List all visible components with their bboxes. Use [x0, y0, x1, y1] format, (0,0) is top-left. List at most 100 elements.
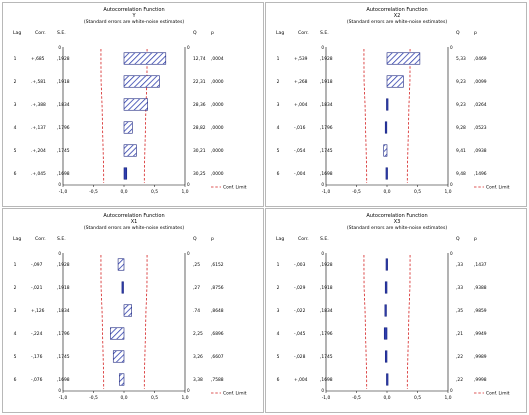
lag-label: 2: [277, 285, 280, 291]
q-value: ,33: [456, 262, 463, 268]
q-value: ,33: [456, 285, 463, 291]
q-value: 3,26: [193, 354, 203, 360]
axis-end-label: 0: [321, 251, 324, 256]
q-value: .74: [193, 308, 200, 314]
p-value: ,6607: [211, 354, 224, 360]
q-value: 5,33: [456, 56, 466, 62]
header-lag: Lag: [276, 30, 284, 36]
axis-end-label: 0: [187, 388, 190, 393]
header-corr: Corr.: [35, 236, 46, 242]
conf-limit-lower: [363, 255, 368, 389]
lag-label: 4: [14, 125, 17, 131]
corr-value: -,004: [294, 171, 306, 177]
se-value: ,1698: [57, 377, 70, 383]
q-value: 9,41: [456, 148, 466, 154]
lag-label: 4: [14, 331, 17, 337]
axis-end-label: 0: [450, 388, 453, 393]
p-value: ,8756: [211, 285, 224, 291]
q-value: 9,28: [456, 125, 466, 131]
x-tick-label: 1,0: [182, 395, 189, 401]
conf-limit-lower: [363, 49, 368, 183]
q-value: 28,82: [193, 125, 206, 131]
p-value: ,6896: [211, 331, 224, 337]
lag-label: 5: [14, 354, 17, 360]
chart-title: Autocorrelation Function: [103, 7, 164, 13]
header-p: p: [474, 31, 477, 36]
header-lag: Lag: [13, 236, 21, 242]
chart-variable: X3: [394, 219, 401, 225]
acf-panel-x2: Autocorrelation Function X2 (Standard erro…: [265, 2, 527, 207]
acf-bar: [123, 75, 160, 88]
chart-variable: X2: [394, 13, 401, 19]
conf-limit-lower: [100, 255, 105, 389]
q-value: 22,31: [193, 79, 206, 85]
lag-label: 6: [277, 377, 280, 383]
p-value: ,0264: [474, 102, 487, 108]
corr-value: -,176: [31, 354, 43, 360]
lag-label: 3: [277, 102, 280, 108]
p-value: ,0000: [211, 125, 224, 131]
p-value: ,9989: [474, 354, 487, 360]
x-tick-label: -1,0: [322, 189, 331, 195]
x-tick-label: -1,0: [59, 189, 68, 195]
x-tick-label: -1,0: [322, 395, 331, 401]
p-value: ,1437: [474, 262, 487, 268]
chart-subtitle: (Standard errors are white-noise estimat…: [347, 225, 448, 231]
corr-value: -,045: [294, 331, 306, 337]
acf-bar: [123, 167, 128, 180]
corr-value: -,029: [294, 285, 306, 291]
q-value: 3,38: [193, 377, 203, 383]
axis-end-label: 0: [321, 45, 324, 50]
se-value: ,1928: [57, 56, 70, 62]
acf-bar: [384, 304, 387, 317]
lag-label: 2: [14, 79, 17, 85]
x-tick-label: -0,5: [89, 395, 98, 401]
x-tick-label: 0,0: [384, 395, 391, 401]
legend-label: Conf. Limit: [486, 185, 510, 191]
acf-panel-x1: Autocorrelation Function X1 (Standard erro…: [2, 208, 264, 413]
corr-value: -,028: [294, 354, 306, 360]
q-value: 28,36: [193, 102, 206, 108]
corr-value: -,003: [294, 262, 306, 268]
q-value: 12,74: [193, 56, 206, 62]
q-value: ,25: [193, 262, 200, 268]
chart-subtitle: (Standard errors are white-noise estimat…: [84, 19, 185, 25]
p-value: ,9998: [474, 377, 487, 383]
acf-bar: [385, 258, 388, 271]
axis-end-label: 0: [187, 182, 190, 187]
corr-value: +,126: [31, 308, 45, 314]
q-value: ,21: [456, 331, 463, 337]
chart-title: Autocorrelation Function: [366, 7, 427, 13]
header-p: p: [211, 31, 214, 36]
header-p: p: [474, 237, 477, 242]
corr-value: .+,137: [31, 125, 46, 131]
header-corr: Corr.: [298, 236, 309, 242]
corr-value: .+,388: [31, 102, 46, 108]
axis-end-label: 0: [58, 182, 61, 187]
se-value: ,1918: [57, 285, 70, 291]
acf-bar: [386, 75, 404, 88]
header-se: S.E.: [320, 236, 329, 242]
corr-value: -,016: [294, 125, 306, 131]
p-value: ,0099: [474, 79, 487, 85]
chart-title: Autocorrelation Function: [103, 213, 164, 219]
header-se: S.E.: [57, 236, 66, 242]
se-value: ,1928: [57, 262, 70, 268]
se-value: ,1834: [320, 102, 333, 108]
p-value: ,9949: [474, 331, 487, 337]
q-value: 9,23: [456, 102, 466, 108]
p-value: ,0469: [474, 56, 487, 62]
lag-label: 6: [277, 171, 280, 177]
acf-bar: [123, 121, 133, 134]
conf-limit-upper: [406, 255, 411, 389]
p-value: ,0000: [211, 79, 224, 85]
acf-bar: [383, 144, 388, 157]
p-value: ,1496: [474, 171, 487, 177]
acf-bar: [384, 350, 388, 363]
x-tick-label: 0,5: [151, 395, 158, 401]
corr-value: +,539: [294, 56, 308, 62]
lag-label: 1: [277, 262, 280, 268]
se-value: ,1796: [57, 331, 70, 337]
